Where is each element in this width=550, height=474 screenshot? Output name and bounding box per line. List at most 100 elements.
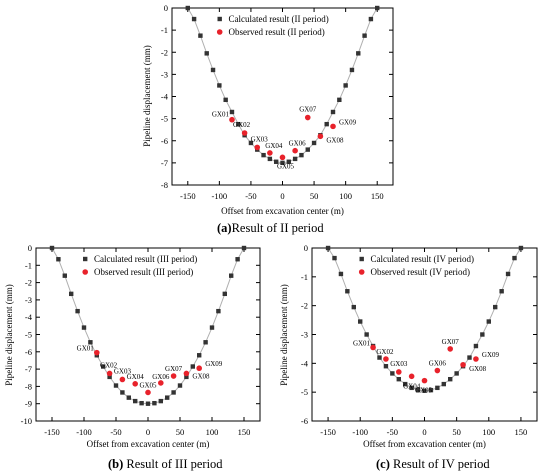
y-tick-label: -2: [161, 47, 168, 57]
y-axis-label: Pipeline displacement (mm): [4, 284, 14, 385]
observed-point-label: GX02: [100, 361, 118, 369]
chart-panel-a: -150 -100 -50 0 50 100 150 0 -1 -2 -3 -4 -5 -6 -7 -8 Off…: [142, 3, 394, 216]
x-tick-label: 50: [176, 427, 185, 437]
calculated-point: [56, 257, 61, 262]
observed-point-label: GX03: [114, 367, 132, 375]
legend-square-marker: [217, 16, 222, 22]
caption-a-label: (a): [217, 221, 232, 235]
calculated-point: [428, 387, 434, 393]
observed-point-label: GX03: [251, 135, 269, 143]
observed-point: [460, 361, 466, 368]
legend: Calculated result (IV period) Observed re…: [358, 254, 474, 277]
calculated-point: [217, 83, 222, 88]
observed-point-label: GX03: [390, 360, 408, 368]
calculated-point: [62, 273, 67, 278]
observed-point: [421, 377, 428, 384]
y-tick-label: -7: [161, 158, 168, 168]
observed-point: [473, 356, 479, 362]
observed-point: [94, 349, 100, 356]
x-tick-label: -150: [44, 427, 60, 437]
observed-point: [317, 133, 324, 140]
calculated-point: [222, 291, 227, 297]
legend-circle-marker: [358, 269, 365, 275]
calculated-point: [403, 381, 408, 387]
calculated-point: [267, 156, 273, 162]
y-tick-label: 0: [28, 243, 32, 253]
calculated-point: [486, 319, 491, 324]
observed-point: [170, 373, 177, 379]
observed-point-label: GX05: [277, 162, 295, 170]
y-tick-label: -7: [25, 364, 32, 374]
calculated-point: [375, 5, 380, 11]
legend-square-marker: [83, 256, 88, 262]
calculated-point: [292, 156, 298, 162]
calculated-point: [248, 140, 254, 146]
calculated-point: [332, 255, 337, 261]
calculated-point: [409, 385, 414, 391]
x-tick-label: -50: [110, 427, 121, 437]
caption-panel-b: (b) Result of III period: [108, 457, 223, 472]
calculated-point: [286, 159, 292, 164]
observed-point: [279, 154, 286, 161]
x-tick-label: 0: [422, 427, 426, 437]
x-tick-label: 150: [371, 191, 384, 201]
observed-point: [330, 123, 336, 130]
calculated-point: [209, 325, 215, 330]
caption-c-text: Result of IV period: [389, 457, 490, 471]
calculated-point: [241, 245, 247, 251]
calculated-point: [126, 395, 131, 400]
y-tick-label: 0: [304, 243, 308, 253]
calculated-point: [177, 383, 183, 388]
y-tick-label: -6: [161, 136, 168, 146]
calculated-point: [69, 291, 74, 297]
calculated-point: [191, 16, 197, 22]
y-tick-label: -5: [25, 330, 32, 340]
calculated-point: [88, 340, 93, 345]
observed-point: [241, 130, 248, 136]
x-tick-label: 150: [238, 427, 251, 437]
calculated-point: [223, 97, 228, 103]
observed-point: [132, 381, 138, 387]
observed-point: [395, 369, 402, 375]
observed-point: [408, 373, 415, 380]
y-tick-label: -3: [301, 330, 308, 340]
calculated-point: [171, 390, 176, 395]
calculated-point: [362, 33, 367, 38]
calculated-point: [113, 383, 119, 388]
legend-entry-observed: Observed result (IV period): [371, 267, 471, 277]
calculated-point: [422, 388, 427, 393]
calculated-point: [493, 304, 498, 310]
calculated-point: [505, 271, 511, 277]
y-tick-label: -3: [25, 295, 32, 305]
calculated-point: [203, 340, 208, 345]
x-tick-label: 50: [452, 427, 461, 437]
calculated-point: [473, 343, 479, 349]
calculated-point: [273, 159, 279, 164]
calculated-point: [229, 273, 234, 278]
y-tick-label: -6: [301, 416, 308, 426]
x-tick-label: 50: [310, 191, 319, 201]
calculated-point: [133, 398, 138, 404]
y-tick-label: -3: [161, 69, 168, 79]
calculated-point: [396, 376, 401, 382]
x-tick-label: -100: [212, 191, 228, 201]
observed-point: [447, 346, 454, 352]
observed-point-label: GX07: [165, 365, 183, 373]
y-tick-label: 0: [164, 3, 168, 13]
caption-b-label: (b): [108, 457, 124, 471]
x-tick-label: 100: [206, 427, 219, 437]
y-tick-label: -8: [25, 381, 32, 391]
observed-point: [183, 370, 190, 377]
y-tick-label: -1: [161, 25, 168, 35]
calculated-point: [325, 245, 331, 251]
y-tick-label: -10: [21, 416, 32, 426]
caption-panel-a: (a)Result of II period: [217, 221, 324, 236]
observed-point-label: GX02: [376, 348, 394, 356]
calculated-point: [377, 355, 382, 360]
legend-entry-calculated: Calculated result (II period): [229, 14, 329, 24]
calculated-point: [185, 5, 190, 11]
y-axis-label: Pipeline displacement (mm): [142, 45, 152, 146]
y-tick-label: -5: [301, 387, 308, 397]
calculated-point: [448, 376, 453, 382]
calculated-point: [235, 257, 240, 262]
